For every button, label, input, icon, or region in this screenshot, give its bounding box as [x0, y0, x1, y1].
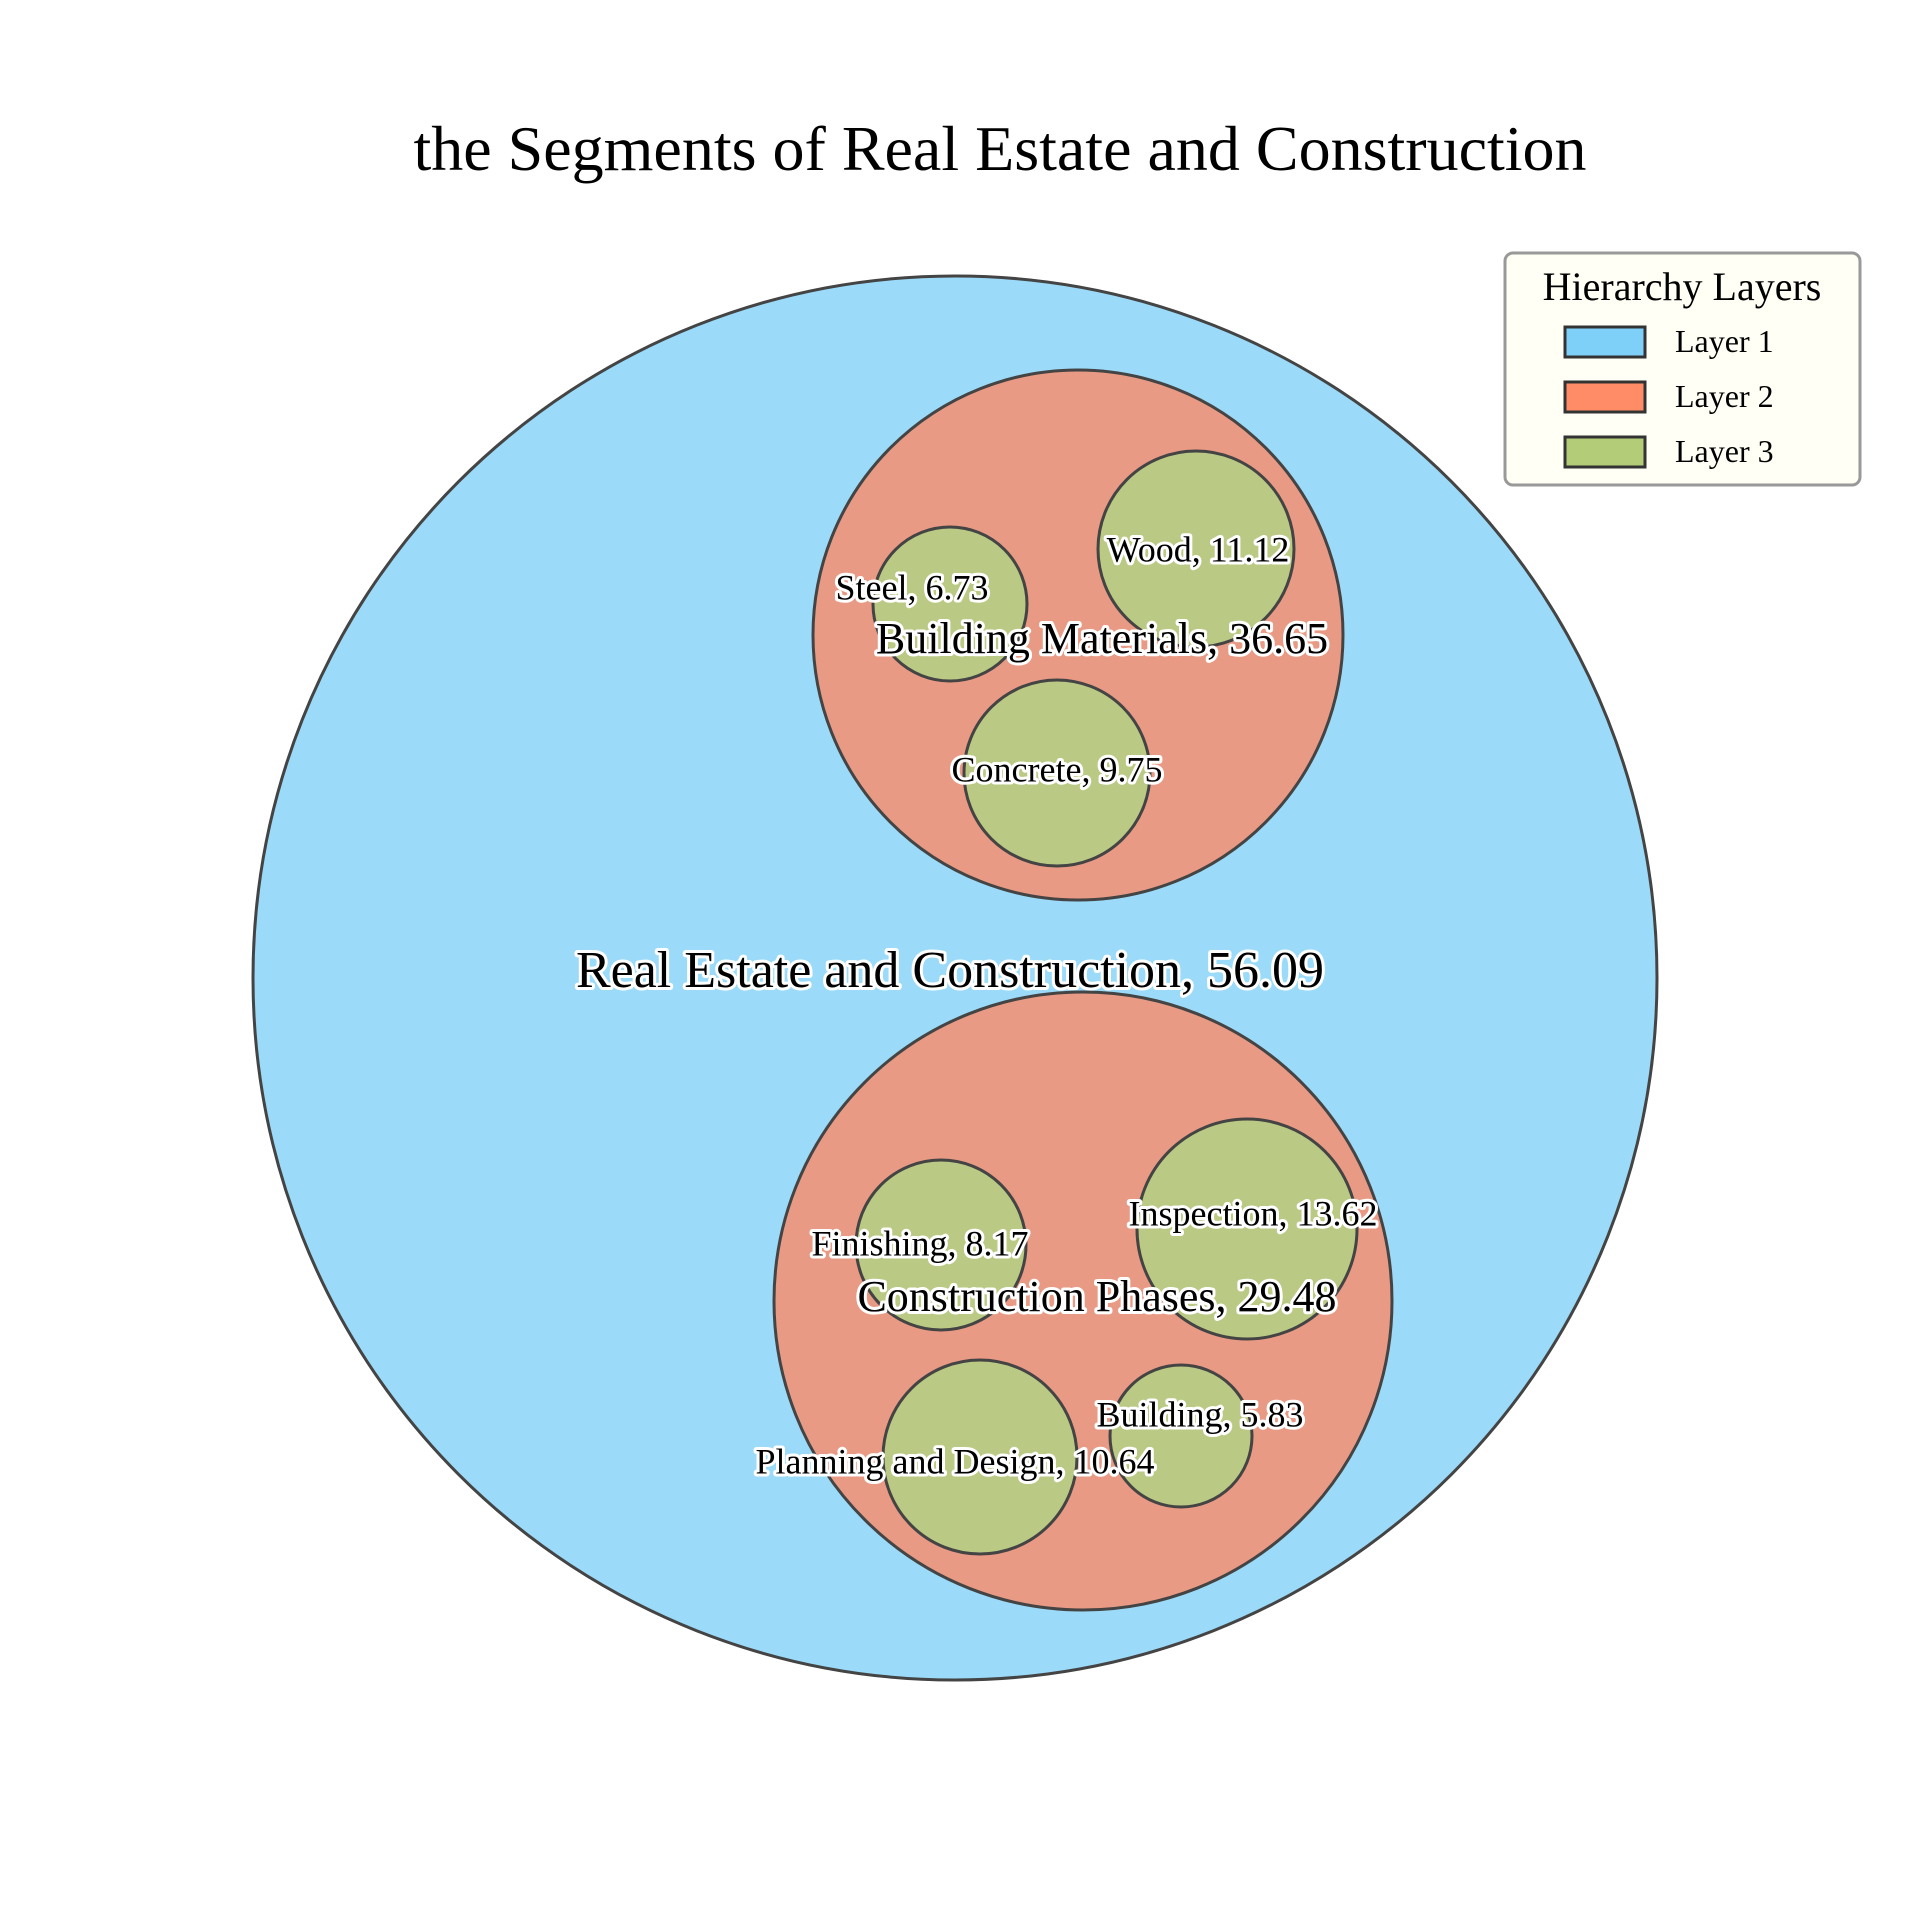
bubble-finishing [854, 1158, 1028, 1332]
bubble-labels: Real Estate and Construction, 56.09 Build… [573, 526, 1381, 1484]
bubble-label-building-materials: Building Materials, 36.65 [876, 614, 1328, 663]
legend-swatch-layer-1 [1563, 325, 1647, 359]
bubble-label-steel: Steel, 6.73 [836, 567, 989, 607]
legend: Hierarchy Layers Layer 1 Layer 2 Layer 3 [1503, 251, 1862, 487]
legend-label-layer-2: Layer 2 [1675, 378, 1774, 414]
bubble-label-concrete: Concrete, 9.75 [952, 749, 1163, 789]
bubble-wood [1096, 449, 1296, 649]
legend-swatch-layer-3 [1563, 435, 1647, 469]
bubble-label-finishing: Finishing, 8.17 [811, 1223, 1028, 1263]
legend-swatch-layer-2 [1563, 380, 1647, 414]
layer3-bubbles [854, 449, 1359, 1556]
bubble-steel [871, 525, 1029, 683]
bubble-label-construction-phases: Construction Phases, 29.48 [857, 1272, 1336, 1321]
bubble-planning-and-design [881, 1358, 1079, 1556]
bubble-label-building: Building, 5.83 [1096, 1394, 1303, 1434]
bubble-label-inspection: Inspection, 13.62 [1129, 1193, 1378, 1233]
bubble-inspection [1135, 1117, 1359, 1341]
bubble-concrete [962, 678, 1152, 868]
bubble-label-real-estate-and-construction: Real Estate and Construction, 56.09 [576, 942, 1324, 999]
legend-label-layer-3: Layer 3 [1675, 433, 1774, 469]
bubble-label-wood: Wood, 11.12 [1107, 529, 1290, 569]
chart-title: the Segments of Real Estate and Construc… [413, 113, 1586, 184]
legend-label-layer-1: Layer 1 [1675, 323, 1774, 359]
bubble-label-planning-and-design: Planning and Design, 10.64 [756, 1441, 1155, 1481]
bubble-building [1108, 1363, 1254, 1509]
legend-frame [1503, 251, 1862, 487]
legend-title: Hierarchy Layers [1543, 264, 1822, 309]
